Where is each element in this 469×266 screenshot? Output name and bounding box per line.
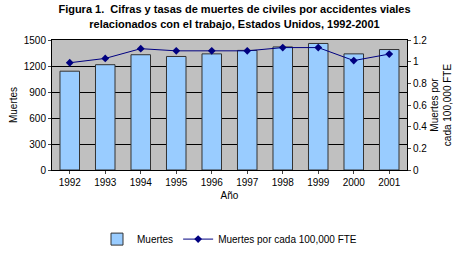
- svg-text:0: 0: [40, 165, 46, 176]
- svg-text:1993: 1993: [94, 177, 117, 188]
- svg-text:0.8: 0.8: [413, 78, 427, 89]
- svg-text:300: 300: [29, 139, 46, 150]
- svg-text:Muertes: Muertes: [8, 87, 19, 123]
- svg-text:0.6: 0.6: [413, 100, 427, 111]
- svg-text:1500: 1500: [24, 35, 47, 46]
- svg-text:1997: 1997: [236, 177, 259, 188]
- svg-text:Figura 1. Cifras y tasas de m: Figura 1. Cifras y tasas de muertes de c…: [58, 3, 410, 29]
- svg-text:1995: 1995: [165, 177, 188, 188]
- svg-text:2001: 2001: [378, 177, 401, 188]
- svg-text:1: 1: [413, 56, 419, 67]
- svg-text:1200: 1200: [24, 61, 47, 72]
- svg-text:600: 600: [29, 113, 46, 124]
- svg-text:Muertes porcada 100,000 FTE: Muertes porcada 100,000 FTE: [429, 64, 453, 147]
- svg-text:1999: 1999: [307, 177, 330, 188]
- svg-text:0.2: 0.2: [413, 143, 427, 154]
- svg-text:900: 900: [29, 87, 46, 98]
- svg-text:2000: 2000: [343, 177, 366, 188]
- svg-text:Muertes por cada 100,000 FTE: Muertes por cada 100,000 FTE: [218, 234, 357, 245]
- svg-text:1996: 1996: [201, 177, 224, 188]
- svg-text:0.4: 0.4: [413, 121, 427, 132]
- svg-text:0: 0: [413, 165, 419, 176]
- svg-text:1992: 1992: [59, 177, 82, 188]
- svg-text:1994: 1994: [130, 177, 153, 188]
- svg-text:Muertes: Muertes: [137, 234, 173, 245]
- svg-text:1998: 1998: [272, 177, 295, 188]
- svg-text:1.2: 1.2: [413, 35, 427, 46]
- svg-text:Año: Año: [221, 190, 239, 201]
